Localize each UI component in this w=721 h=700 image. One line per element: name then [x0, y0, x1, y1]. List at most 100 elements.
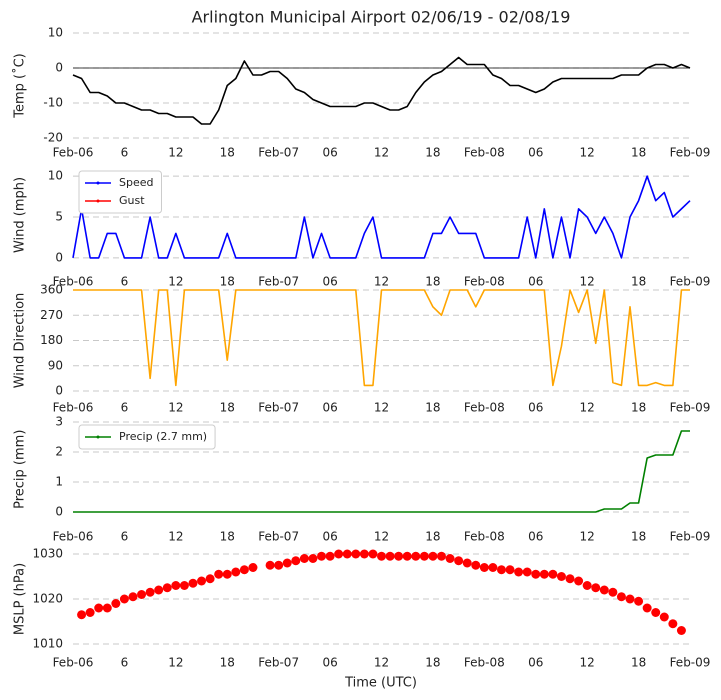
x-tick-label: 12	[580, 656, 595, 670]
x-tick-label: 06	[322, 401, 337, 415]
point	[659, 612, 669, 622]
legend-marker	[96, 435, 100, 439]
x-tick-label: Feb-09	[670, 401, 711, 415]
point	[351, 549, 361, 559]
y-tick-label: 10	[48, 169, 63, 183]
x-tick-label: 12	[168, 146, 183, 160]
x-tick-label: 6	[121, 146, 129, 160]
x-tick-label: Feb-06	[53, 401, 94, 415]
x-tick-label: 06	[322, 656, 337, 670]
point	[625, 594, 635, 604]
x-tick-label: 12	[580, 275, 595, 289]
point	[445, 554, 455, 563]
y-tick-label: -10	[43, 96, 63, 110]
point	[368, 549, 378, 559]
point	[137, 590, 147, 599]
point	[154, 585, 164, 595]
x-tick-label: 12	[168, 275, 183, 289]
x-tick-label: Feb-06	[53, 530, 94, 544]
x-tick-label: 18	[220, 656, 235, 670]
x-tick-label: 18	[425, 275, 440, 289]
point	[171, 581, 181, 590]
legend-marker	[96, 181, 100, 185]
point	[342, 549, 352, 559]
series-line	[73, 430, 690, 513]
y-tick-label: 0	[55, 505, 63, 519]
x-tick-label: 18	[220, 401, 235, 415]
point	[402, 551, 412, 561]
legend-marker	[96, 199, 100, 203]
point	[539, 569, 549, 579]
point	[231, 567, 241, 577]
legend-box	[78, 424, 216, 450]
x-tick-label: Feb-08	[464, 401, 505, 415]
x-tick-label: 06	[322, 275, 337, 289]
x-tick-label: 18	[631, 656, 646, 670]
legend: Precip (2.7 mm)	[78, 424, 216, 450]
y-tick-label: 0	[55, 61, 63, 75]
point	[291, 556, 301, 566]
series-line	[72, 175, 691, 259]
point	[308, 554, 318, 563]
x-tick-label: Feb-07	[258, 275, 299, 289]
legend-box	[78, 170, 162, 214]
point	[325, 551, 335, 561]
x-tick-label: Feb-08	[464, 530, 505, 544]
point	[496, 565, 506, 575]
point	[479, 563, 489, 572]
x-tick-label: 12	[580, 146, 595, 160]
point	[359, 549, 369, 559]
point	[565, 574, 575, 584]
x-tick-label: 12	[374, 146, 389, 160]
point	[128, 592, 138, 602]
y-axis-label: Wind Direction	[13, 293, 28, 389]
x-tick-label: 12	[374, 401, 389, 415]
point	[522, 567, 532, 577]
point	[299, 554, 309, 563]
x-tick-label: Feb-08	[464, 656, 505, 670]
y-tick-label: 180	[40, 333, 63, 347]
x-tick-label: Feb-07	[258, 401, 299, 415]
x-tick-label: 12	[374, 656, 389, 670]
y-tick-label: 2	[55, 445, 63, 459]
point	[616, 592, 626, 602]
series-line	[73, 289, 690, 387]
chart-title: Arlington Municipal Airport 02/06/19 - 0…	[192, 8, 571, 27]
legend-label: Gust	[119, 194, 145, 207]
point	[436, 551, 446, 561]
x-tick-label: 6	[121, 275, 129, 289]
x-tick-label: Feb-08	[464, 275, 505, 289]
x-tick-label: 18	[631, 530, 646, 544]
point	[111, 599, 121, 608]
series-line	[72, 56, 691, 125]
x-tick-label: Feb-09	[670, 275, 711, 289]
point	[514, 567, 524, 577]
y-tick-label: 10	[48, 26, 63, 40]
point	[205, 574, 215, 584]
x-tick-label: 18	[631, 275, 646, 289]
x-tick-label: 18	[425, 530, 440, 544]
x-tick-label: 6	[121, 656, 129, 670]
x-tick-label: 06	[528, 530, 543, 544]
point	[676, 626, 686, 635]
y-tick-label: 0	[55, 250, 63, 264]
x-tick-label: Feb-09	[670, 146, 711, 160]
point	[531, 569, 541, 579]
x-tick-label: 18	[425, 656, 440, 670]
x-tick-label: 12	[374, 275, 389, 289]
legend-label: Speed	[119, 176, 153, 189]
y-tick-label: 1	[55, 475, 63, 489]
point	[222, 569, 232, 579]
point	[394, 551, 404, 561]
y-tick-label: 360	[40, 283, 63, 297]
y-tick-label: 1030	[32, 547, 63, 561]
point	[505, 565, 515, 575]
point	[145, 587, 155, 597]
legend-label: Precip (2.7 mm)	[119, 430, 207, 443]
point	[214, 569, 224, 579]
point	[471, 560, 481, 570]
y-tick-label: 270	[40, 308, 63, 322]
point	[574, 576, 584, 586]
point	[119, 594, 129, 604]
